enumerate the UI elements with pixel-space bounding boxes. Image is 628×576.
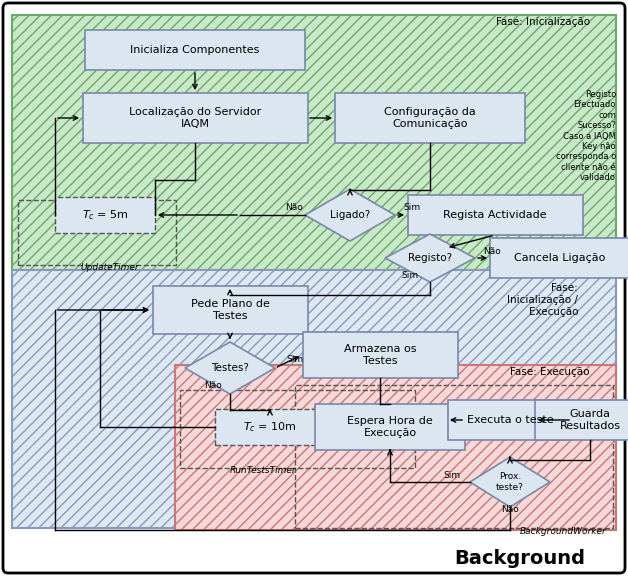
- Bar: [18, 200, 176, 265]
- Text: Fase: Inicialização: Fase: Inicialização: [496, 17, 590, 27]
- Text: Execução: Execução: [529, 307, 578, 317]
- Text: Armazena os
Testes: Armazena os Testes: [344, 344, 416, 366]
- Text: Fase:: Fase:: [551, 283, 578, 293]
- Text: Prox.
teste?: Prox. teste?: [496, 472, 524, 492]
- Bar: [315, 404, 465, 450]
- Polygon shape: [470, 457, 550, 507]
- Bar: [408, 195, 583, 235]
- Bar: [12, 270, 616, 528]
- Text: Não: Não: [285, 203, 303, 211]
- Bar: [82, 93, 308, 143]
- Bar: [295, 385, 613, 528]
- Text: Ligado?: Ligado?: [330, 210, 370, 220]
- Bar: [180, 390, 415, 468]
- Text: Registo
Efectuado
com
Sucesso?
Caso a IAQM
Key não
corresponda o
cliente não é
v: Registo Efectuado com Sucesso? Caso a IA…: [556, 90, 616, 182]
- Text: Sim: Sim: [403, 203, 420, 213]
- Text: Executa o teste: Executa o teste: [467, 415, 553, 425]
- Text: Sim: Sim: [286, 355, 303, 365]
- Text: Sim: Sim: [401, 271, 418, 279]
- Text: Inicialização /: Inicialização /: [507, 295, 578, 305]
- Text: Não: Não: [501, 506, 519, 514]
- Text: Inicializa Componentes: Inicializa Componentes: [131, 45, 260, 55]
- Text: Testes?: Testes?: [211, 363, 249, 373]
- FancyBboxPatch shape: [3, 3, 625, 573]
- Text: Guarda
Resultados: Guarda Resultados: [560, 409, 620, 431]
- Text: Sim: Sim: [443, 471, 460, 479]
- Bar: [448, 400, 573, 440]
- Bar: [85, 30, 305, 70]
- Text: Configuração da
Comunicação: Configuração da Comunicação: [384, 107, 476, 129]
- Bar: [490, 238, 628, 278]
- Bar: [303, 332, 458, 378]
- Bar: [55, 197, 155, 233]
- Text: BackgroundWorker: BackgroundWorker: [520, 527, 607, 536]
- Bar: [175, 365, 616, 530]
- Bar: [215, 409, 325, 445]
- Polygon shape: [185, 342, 275, 394]
- Polygon shape: [385, 234, 475, 282]
- Text: Não: Não: [204, 381, 222, 389]
- Text: UpdateTimer: UpdateTimer: [80, 263, 139, 272]
- Bar: [12, 15, 616, 270]
- Text: Regista Actividade: Regista Actividade: [443, 210, 547, 220]
- Bar: [535, 400, 628, 440]
- Text: Espera Hora de
Execução: Espera Hora de Execução: [347, 416, 433, 438]
- Polygon shape: [305, 189, 395, 241]
- Text: RunTestsTimer: RunTestsTimer: [230, 466, 296, 475]
- Text: $T_c$ = 10m: $T_c$ = 10m: [243, 420, 297, 434]
- Text: Não: Não: [483, 247, 501, 256]
- Text: Pede Plano de
Testes: Pede Plano de Testes: [190, 299, 269, 321]
- Text: Fase: Execução: Fase: Execução: [511, 367, 590, 377]
- Text: Background: Background: [455, 548, 585, 567]
- Text: Registo?: Registo?: [408, 253, 452, 263]
- Bar: [153, 286, 308, 334]
- Text: Localização do Servidor
IAQM: Localização do Servidor IAQM: [129, 107, 261, 129]
- Text: $T_c$ = 5m: $T_c$ = 5m: [82, 208, 128, 222]
- Bar: [335, 93, 525, 143]
- Text: Cancela Ligação: Cancela Ligação: [514, 253, 605, 263]
